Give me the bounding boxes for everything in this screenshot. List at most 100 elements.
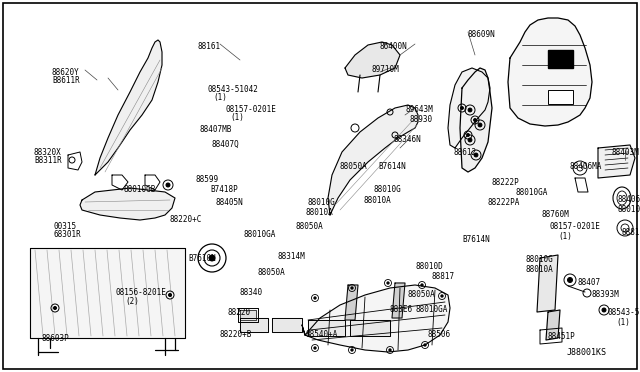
Circle shape (474, 119, 477, 122)
Text: 88222P: 88222P (492, 178, 520, 187)
Text: 68301R: 68301R (53, 230, 81, 239)
Text: 88010A: 88010A (363, 196, 391, 205)
Text: 89710M: 89710M (372, 65, 400, 74)
Text: 88540+A: 88540+A (305, 330, 337, 339)
Text: 88609N: 88609N (468, 30, 496, 39)
Polygon shape (302, 285, 450, 352)
Text: 88407: 88407 (578, 278, 601, 287)
Text: 88340: 88340 (239, 288, 262, 297)
Polygon shape (80, 188, 175, 220)
Circle shape (388, 349, 391, 351)
Circle shape (166, 183, 170, 187)
Polygon shape (448, 68, 490, 148)
Polygon shape (30, 248, 185, 338)
Text: 88817: 88817 (432, 272, 455, 281)
Text: 88406M: 88406M (618, 195, 640, 204)
Text: 88050A: 88050A (296, 222, 324, 231)
Text: 88620Y: 88620Y (52, 68, 80, 77)
Circle shape (54, 307, 56, 310)
Polygon shape (392, 283, 405, 318)
Text: 00315: 00315 (53, 222, 76, 231)
Text: 08157-0201E: 08157-0201E (225, 105, 276, 114)
Circle shape (441, 295, 443, 297)
Text: 88612: 88612 (453, 148, 476, 157)
Polygon shape (460, 68, 492, 172)
Text: 88406MA: 88406MA (570, 162, 602, 171)
Text: 08543-51042: 08543-51042 (208, 85, 259, 94)
Text: B8611R: B8611R (52, 76, 80, 85)
Text: 88407MB: 88407MB (200, 125, 232, 134)
Circle shape (474, 153, 478, 157)
Text: 88010GA: 88010GA (618, 205, 640, 214)
Circle shape (478, 123, 482, 127)
Text: 88010A: 88010A (305, 208, 333, 217)
Text: (1): (1) (558, 232, 572, 241)
Polygon shape (345, 42, 400, 78)
Polygon shape (308, 320, 345, 336)
Text: 89643M: 89643M (405, 105, 433, 114)
Text: 88010G: 88010G (308, 198, 336, 207)
Circle shape (314, 347, 316, 349)
Text: 88161: 88161 (198, 42, 221, 51)
Text: 88220: 88220 (228, 308, 251, 317)
Text: 08157-0201E: 08157-0201E (550, 222, 601, 231)
Text: 88407Q: 88407Q (212, 140, 240, 149)
Polygon shape (350, 320, 390, 336)
Text: (1): (1) (230, 113, 244, 122)
Text: 88050A: 88050A (407, 290, 435, 299)
Circle shape (568, 278, 573, 282)
Text: 88010D: 88010D (415, 262, 443, 271)
Polygon shape (537, 255, 558, 312)
Text: 88010GA: 88010GA (243, 230, 275, 239)
Polygon shape (240, 318, 268, 332)
Text: 88050A: 88050A (258, 268, 285, 277)
Text: 88010GA: 88010GA (415, 305, 447, 314)
Text: 88930: 88930 (410, 115, 433, 124)
Circle shape (467, 134, 470, 137)
Circle shape (387, 282, 389, 284)
Polygon shape (328, 105, 418, 215)
Text: (1): (1) (616, 318, 630, 327)
Text: 88506: 88506 (428, 330, 451, 339)
Text: J88001KS: J88001KS (567, 348, 607, 357)
Text: 86400N: 86400N (380, 42, 408, 51)
Text: 88220+B: 88220+B (220, 330, 252, 339)
Polygon shape (272, 318, 302, 332)
Text: B7418P: B7418P (210, 185, 237, 194)
Text: 88451P: 88451P (548, 332, 576, 341)
Bar (548, 50, 573, 68)
Text: 88220+C: 88220+C (170, 215, 202, 224)
Text: 88314M: 88314M (278, 252, 306, 261)
Polygon shape (598, 145, 635, 178)
Circle shape (351, 287, 353, 289)
Circle shape (421, 284, 423, 286)
Circle shape (424, 344, 426, 346)
Text: 88010A: 88010A (525, 265, 553, 274)
Text: B8311R: B8311R (34, 156, 61, 165)
Circle shape (468, 138, 472, 142)
Text: B7610N: B7610N (188, 254, 216, 263)
Text: 88760M: 88760M (542, 210, 570, 219)
Text: (1): (1) (213, 93, 227, 102)
Text: 88405N: 88405N (216, 198, 244, 207)
Polygon shape (508, 18, 592, 126)
Text: B7614N: B7614N (378, 162, 406, 171)
Text: 08156-8201E: 08156-8201E (115, 288, 166, 297)
Circle shape (602, 308, 606, 312)
Text: 88403M: 88403M (612, 148, 640, 157)
Circle shape (168, 294, 172, 296)
Circle shape (314, 297, 316, 299)
Polygon shape (240, 310, 256, 320)
Text: 88603P: 88603P (42, 334, 70, 343)
Text: 88010GA: 88010GA (515, 188, 547, 197)
Text: 88393M: 88393M (591, 290, 619, 299)
Text: 88010GB: 88010GB (123, 185, 156, 194)
Circle shape (209, 255, 215, 261)
Text: 88010G: 88010G (373, 185, 401, 194)
Text: 883E6: 883E6 (390, 305, 413, 314)
Text: 88810GA: 88810GA (622, 228, 640, 237)
Text: (2): (2) (125, 297, 139, 306)
Bar (548, 90, 573, 104)
Circle shape (351, 349, 353, 351)
Circle shape (468, 108, 472, 112)
